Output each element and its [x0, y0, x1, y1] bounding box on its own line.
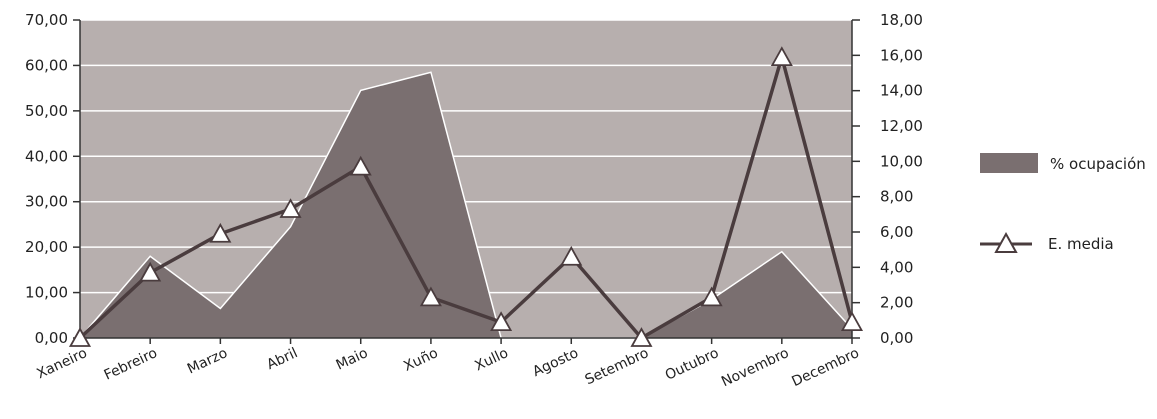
- category-label: Marzo: [185, 345, 230, 377]
- line-marker-triangle: [419, 286, 442, 307]
- category-label: Xuño: [401, 345, 440, 375]
- left-axis-ticks: 0,00 10,00 20,00 30,00 40,00 50,00 60,00 70,00: [25, 11, 80, 347]
- line-marker-triangle: [630, 327, 653, 347]
- right-tick-label: 16,00: [880, 46, 923, 64]
- line-marker-triangle: [840, 311, 864, 331]
- left-tick-label: 30,00: [25, 193, 68, 211]
- line-marker-triangle: [68, 327, 92, 347]
- line-marker-triangle: [139, 261, 162, 282]
- line-marker-triangle: [770, 46, 793, 66]
- left-tick-label: 20,00: [25, 238, 68, 256]
- left-tick-label: 50,00: [25, 102, 68, 120]
- category-label: Xaneiro: [34, 345, 89, 382]
- area-outline: [79, 71, 853, 339]
- line-marker-triangle: [490, 311, 513, 331]
- category-label: Novembro: [719, 345, 791, 390]
- legend-label-area: % ocupación: [1050, 155, 1146, 173]
- category-label: Setembro: [583, 345, 652, 388]
- area-series: [79, 71, 853, 339]
- right-tick-label: 14,00: [880, 82, 923, 100]
- legend-label-line: E. media: [1048, 235, 1114, 253]
- category-labels: Xaneiro Febreiro Marzo Abril Maio Xuño Xullo Ag…: [34, 338, 862, 390]
- axes: [79, 20, 853, 339]
- right-tick-label: 2,00: [880, 294, 913, 312]
- right-tick-label: 0,00: [880, 329, 913, 347]
- line-path: [78, 55, 854, 340]
- left-tick-label: 10,00: [25, 284, 68, 302]
- left-tick-label: 40,00: [25, 147, 68, 165]
- left-tick-label: 0,00: [35, 329, 68, 347]
- right-tick-label: 4,00: [880, 258, 913, 276]
- left-tick-label: 70,00: [25, 11, 68, 29]
- line-marker-triangle: [700, 286, 723, 307]
- right-axis-ticks: 0,00 2,00 4,00 6,00 8,00 10,00 12,00 14,00 16,00…: [852, 11, 923, 347]
- category-label: Outubro: [663, 345, 722, 384]
- category-label: Agosto: [530, 345, 581, 380]
- line-marker-triangle: [560, 245, 583, 266]
- right-tick-label: 18,00: [880, 11, 923, 29]
- right-tick-label: 12,00: [880, 117, 923, 135]
- legend: % ocupación E. media: [980, 153, 1146, 253]
- line-series: [68, 46, 864, 347]
- right-tick-label: 6,00: [880, 223, 913, 241]
- line-marker-triangle: [279, 198, 302, 218]
- right-tick-label: 10,00: [880, 152, 923, 170]
- category-label: Xullo: [472, 345, 510, 374]
- right-tick-label: 8,00: [880, 188, 913, 206]
- left-tick-label: 60,00: [25, 56, 68, 74]
- legend-marker-triangle: [994, 231, 1018, 253]
- category-label: Decembro: [789, 345, 861, 390]
- category-label: Febreiro: [102, 345, 160, 383]
- legend-swatch-area: [980, 153, 1038, 173]
- line-marker-triangle: [209, 222, 232, 243]
- category-label: Abril: [264, 345, 300, 373]
- category-label: Maio: [334, 345, 371, 374]
- line-marker-triangle: [349, 155, 372, 176]
